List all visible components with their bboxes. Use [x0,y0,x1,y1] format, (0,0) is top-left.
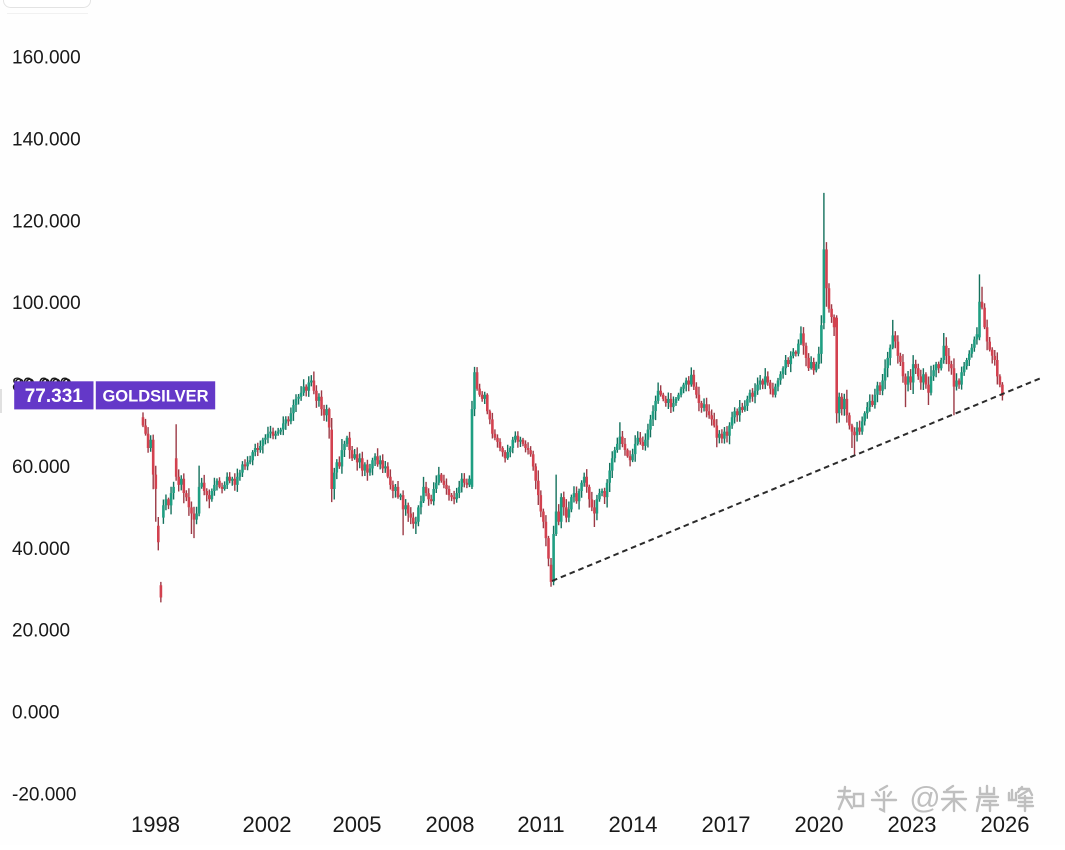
svg-text:20.000: 20.000 [12,621,70,642]
svg-text:2020: 2020 [795,812,844,837]
svg-text:2005: 2005 [333,812,382,837]
svg-text:2026: 2026 [981,812,1030,837]
svg-text:160.000: 160.000 [12,48,81,69]
svg-text:0.000: 0.000 [12,703,60,724]
svg-text:100.000: 100.000 [12,293,81,314]
svg-text:2011: 2011 [517,812,564,837]
svg-text:-20.000: -20.000 [12,785,76,806]
svg-text:77.331: 77.331 [25,386,84,407]
svg-text:GOLDSILVER: GOLDSILVER [102,388,208,406]
svg-text:2014: 2014 [609,812,658,837]
svg-text:140.000: 140.000 [12,129,81,150]
svg-text:2002: 2002 [243,812,292,837]
svg-text:1998: 1998 [131,812,180,837]
svg-text:@: @ [909,780,940,815]
svg-text:60.000: 60.000 [12,457,70,478]
svg-text:2023: 2023 [888,812,937,837]
svg-text:120.000: 120.000 [12,211,81,232]
svg-text:2008: 2008 [426,812,475,837]
svg-text:2017: 2017 [702,812,751,837]
svg-text:40.000: 40.000 [12,539,70,560]
